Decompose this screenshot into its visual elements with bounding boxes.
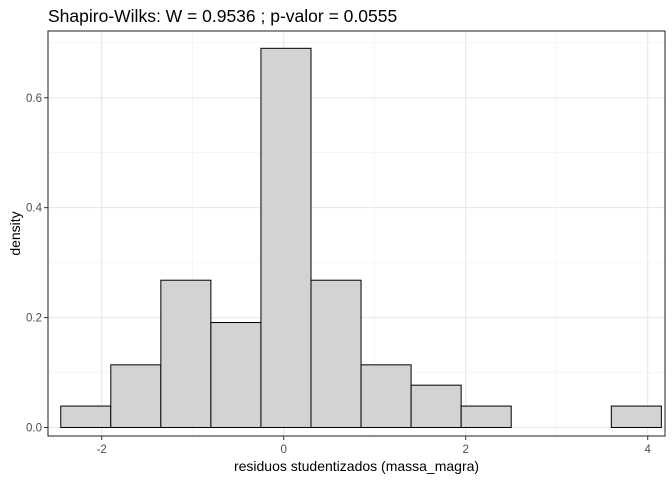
y-tick-label: 0.6 bbox=[26, 93, 42, 105]
histogram-bar bbox=[410, 384, 462, 428]
x-tick-label: 4 bbox=[645, 444, 652, 456]
x-tick-label: 0 bbox=[280, 444, 286, 456]
y-tick-label: 0.4 bbox=[26, 203, 43, 215]
histogram-bar bbox=[160, 279, 212, 428]
chart-title: Shapiro-Wilks: W = 0.9536 ; p-valor = 0.… bbox=[48, 6, 397, 26]
histogram-bar bbox=[110, 364, 162, 428]
histogram-bar bbox=[310, 279, 362, 428]
x-tick-label: 2 bbox=[463, 444, 469, 456]
bars bbox=[60, 47, 662, 428]
y-tick-label: 0.0 bbox=[26, 422, 42, 434]
x-axis: -2 0 2 4 bbox=[97, 436, 652, 456]
y-axis-title: density bbox=[7, 211, 23, 255]
histogram-bar bbox=[360, 364, 412, 428]
panel-border bbox=[47, 30, 666, 437]
plot-panel bbox=[47, 30, 666, 437]
histogram-bar bbox=[260, 47, 312, 428]
x-axis-title: residuos studentizados (massa_magra) bbox=[234, 458, 479, 474]
histogram-bar bbox=[460, 405, 512, 428]
x-tick-label: -2 bbox=[97, 444, 107, 456]
histogram-bar bbox=[610, 405, 662, 428]
histogram-bar bbox=[210, 322, 262, 428]
histogram-bar bbox=[60, 405, 112, 428]
y-axis: 0.0 0.2 0.4 0.6 bbox=[26, 93, 48, 434]
y-tick-label: 0.2 bbox=[26, 313, 42, 325]
